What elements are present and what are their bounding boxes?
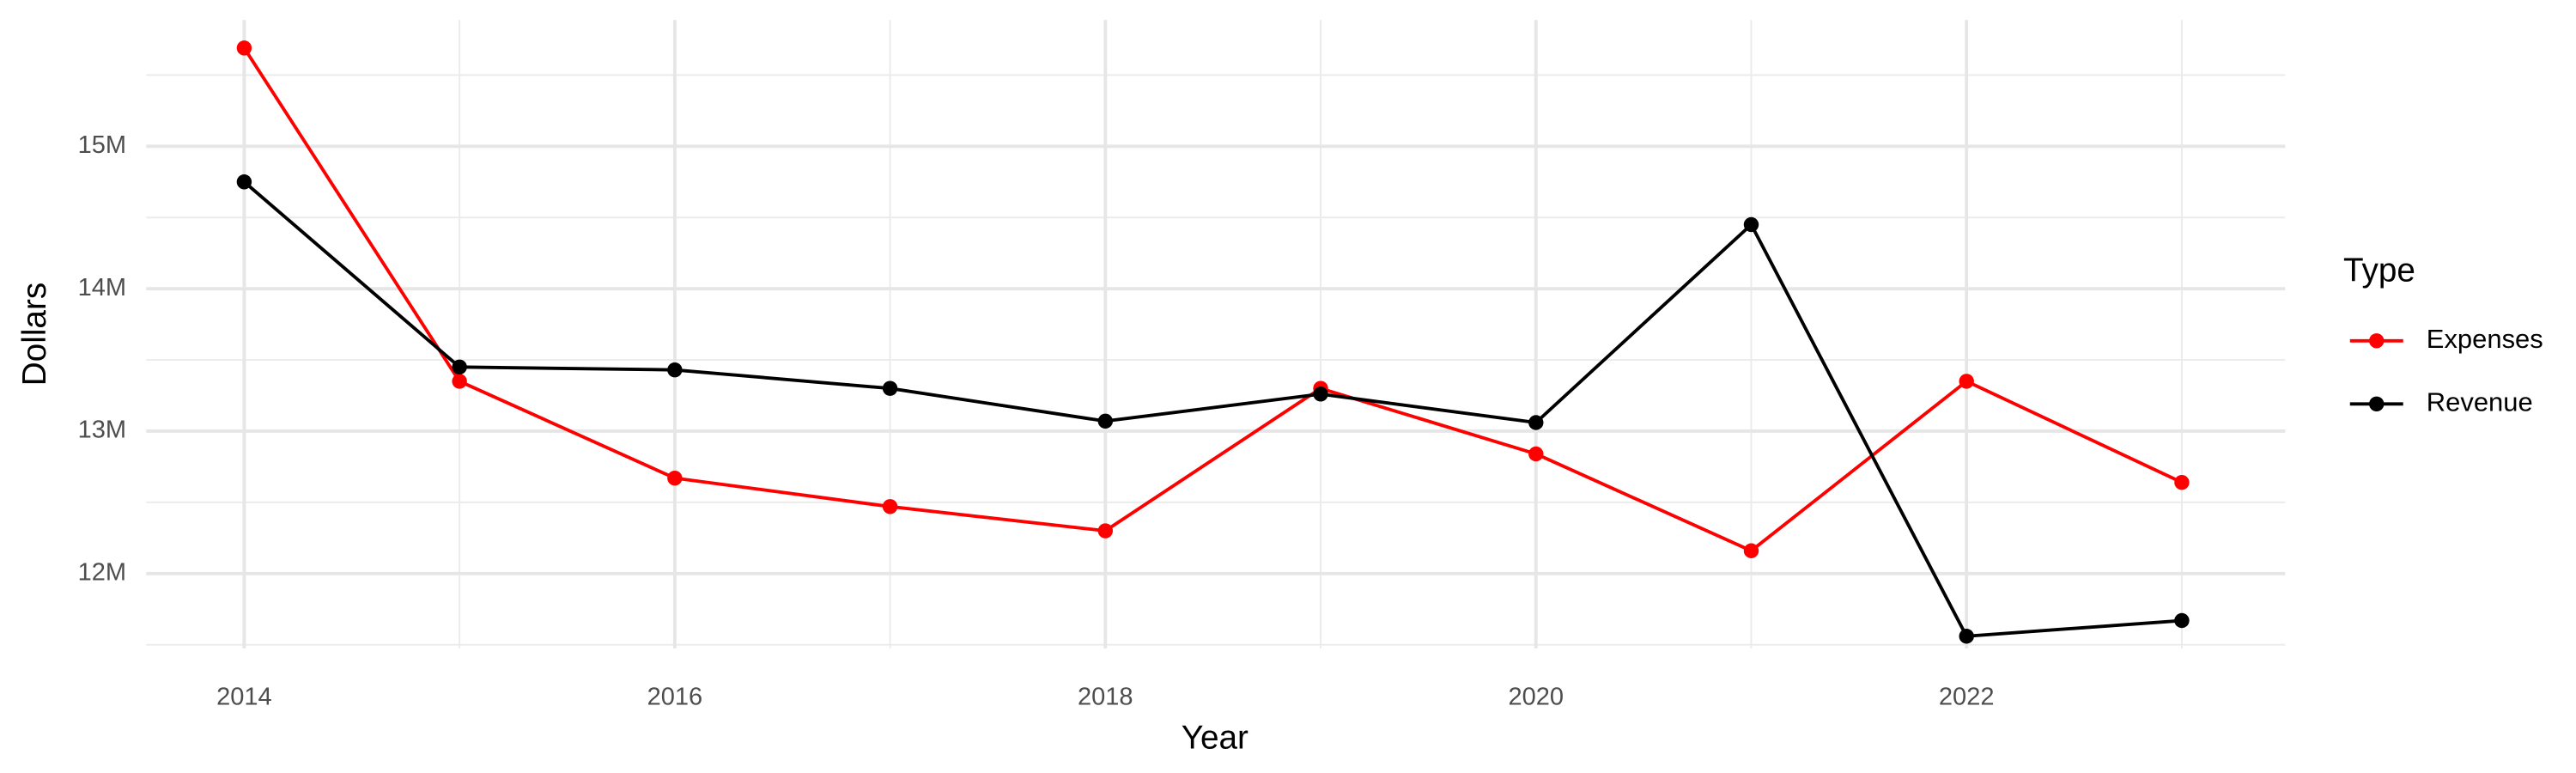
grid (146, 20, 2286, 648)
x-tick-label: 2016 (647, 684, 703, 711)
data-point (1097, 413, 1114, 429)
data-point (1313, 386, 1328, 402)
data-point (452, 374, 467, 389)
y-tick-label: 14M (78, 274, 126, 301)
y-tick-label: 13M (78, 417, 126, 444)
legend-title: Type (2343, 253, 2415, 289)
legend-label: Expenses (2427, 324, 2543, 354)
y-tick-label: 15M (78, 131, 126, 159)
data-point (1959, 629, 1974, 644)
x-tick-label: 2018 (1078, 684, 1133, 711)
data-point (2174, 612, 2190, 629)
y-tick-label: 12M (78, 558, 126, 586)
x-axis-title: Year (1182, 720, 1249, 757)
data-point (236, 174, 252, 190)
series-line (242, 46, 2183, 553)
legend-key-point (2369, 396, 2385, 412)
data-point (236, 40, 252, 56)
data-point (882, 380, 898, 396)
legend-label: Revenue (2427, 386, 2533, 417)
series-line (243, 180, 2183, 638)
data-point (667, 362, 683, 378)
data-point (1743, 216, 1759, 233)
x-tick-label: 2014 (216, 684, 272, 711)
data-point (1528, 446, 1544, 462)
data-point (1743, 543, 1759, 558)
data-point (882, 499, 898, 514)
x-tick-label: 2020 (1508, 684, 1564, 711)
data-point (1097, 523, 1114, 539)
x-tick-label: 2022 (1939, 684, 1995, 711)
data-point (667, 470, 683, 486)
data-point (2174, 474, 2190, 490)
data-point (452, 359, 467, 375)
data-point (1528, 415, 1544, 430)
data-point (1959, 374, 1974, 389)
legend-key-point (2369, 333, 2385, 349)
y-axis-title: Dollars (16, 283, 53, 386)
